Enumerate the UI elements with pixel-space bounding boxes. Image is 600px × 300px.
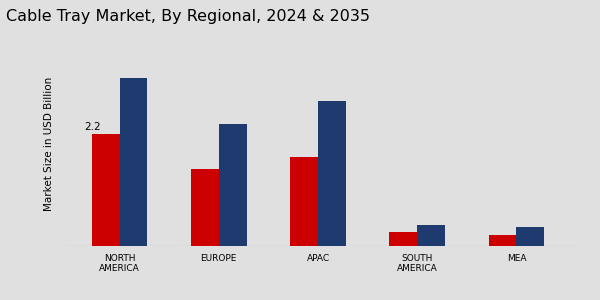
Bar	[92, 134, 119, 246]
Text: Cable Tray Market, By Regional, 2024 & 2035: Cable Tray Market, By Regional, 2024 & 2…	[6, 9, 370, 24]
Bar	[517, 227, 544, 246]
Y-axis label: Market Size in USD Billion: Market Size in USD Billion	[44, 77, 55, 211]
Text: 2.2: 2.2	[84, 122, 101, 132]
Bar	[389, 232, 417, 246]
Bar	[191, 169, 219, 246]
Bar	[488, 235, 517, 246]
Bar	[219, 124, 247, 246]
Bar	[119, 78, 148, 246]
Bar	[290, 157, 318, 246]
Bar	[318, 100, 346, 246]
Bar	[417, 225, 445, 246]
